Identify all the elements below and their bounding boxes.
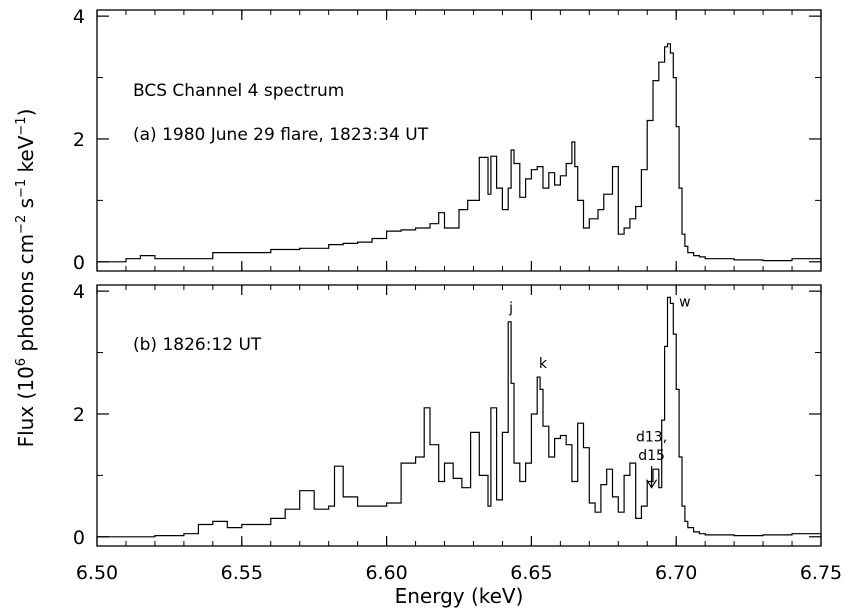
y-tick-label: 2 — [73, 129, 85, 151]
panel-b-ticks — [96, 285, 822, 546]
d13-d15-arrow — [646, 466, 658, 489]
line-label-d15: d15 — [638, 448, 665, 464]
panel-b-subtitle: (b) 1826:12 UT — [133, 335, 262, 355]
panel-b-y-tick-labels: 0 2 4 — [73, 281, 85, 549]
panel-b-spectrum-line — [97, 296, 822, 538]
panel-a-ticks — [96, 10, 822, 271]
y-tick-label: 2 — [73, 404, 85, 426]
line-label-k: k — [539, 356, 548, 372]
panel-a-title: BCS Channel 4 spectrum — [133, 81, 344, 101]
x-tick-label: 6.55 — [221, 562, 263, 584]
x-tick-label: 6.75 — [800, 562, 842, 584]
y-tick-label: 4 — [73, 281, 85, 303]
x-tick-label: 6.65 — [510, 562, 552, 584]
y-tick-label: 4 — [73, 6, 85, 28]
line-label-w: w — [679, 294, 690, 310]
line-label-j: j — [508, 301, 513, 317]
panel-b-line-annotations: j k w d13, d15 — [508, 294, 690, 464]
panel-b-x-tick-labels: 6.50 6.55 6.60 6.65 6.70 6.75 — [76, 562, 842, 584]
x-tick-label: 6.50 — [76, 562, 118, 584]
x-tick-label: 6.70 — [655, 562, 697, 584]
panel-a-subtitle: (a) 1980 June 29 flare, 1823:34 UT — [133, 125, 429, 145]
line-label-d13: d13, — [636, 430, 667, 446]
y-tick-label: 0 — [73, 252, 85, 274]
panel-a: 0 2 4 BCS Channel 4 spectrum (a) 1980 June… — [73, 6, 822, 274]
panel-a-frame — [96, 9, 822, 272]
panel-b: 0 2 4 6.50 6.55 6.60 6.65 6.70 6.75 (b) 1826:12… — [73, 281, 842, 584]
x-tick-label: 6.60 — [365, 562, 407, 584]
y-tick-label: 0 — [73, 527, 85, 549]
panel-a-y-tick-labels: 0 2 4 — [73, 6, 85, 274]
panel-a-spectrum-line — [97, 43, 822, 263]
y-axis-title: Flux (106 photons cm−2 s−1 keV−1) — [14, 109, 38, 448]
x-axis-title: Energy (keV) — [395, 584, 524, 608]
panel-b-frame — [96, 284, 822, 547]
